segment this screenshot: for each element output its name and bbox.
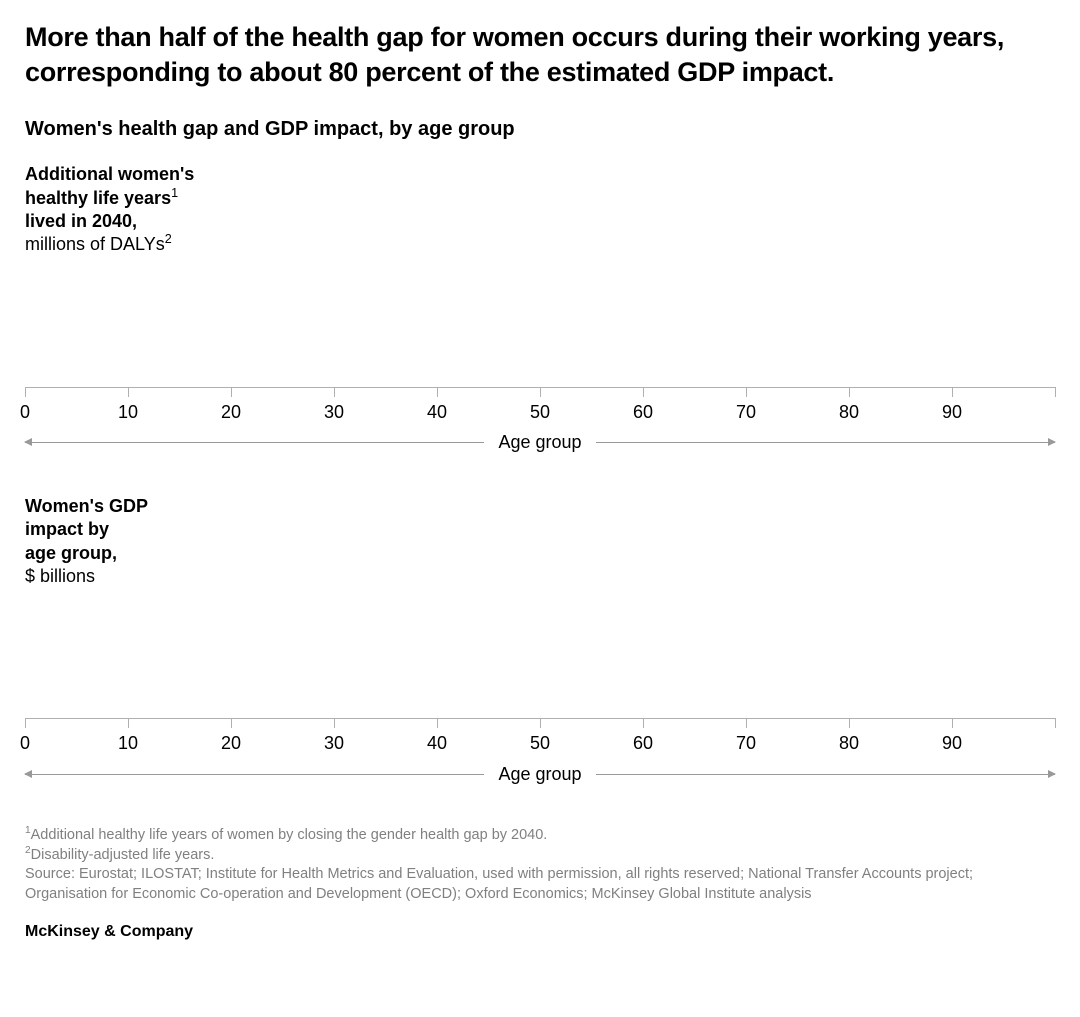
chart1-axis-label: Age group (484, 432, 595, 453)
chart2-tick-30: 30 (324, 733, 344, 754)
chart1-tick-40: 40 (427, 402, 447, 423)
chart1-label: Additional women's healthy life years1 l… (25, 163, 1055, 257)
chart-healthy-life-years: Additional women's healthy life years1 l… (25, 163, 1055, 455)
arrow-right-icon (596, 774, 1055, 775)
chart1-label-line3: lived in 2040, (25, 211, 137, 231)
brand-logo-text: McKinsey & Company (25, 923, 1055, 941)
chart1-tick-30: 30 (324, 402, 344, 423)
chart2-tick-50: 50 (530, 733, 550, 754)
chart1-tick-90: 90 (942, 402, 962, 423)
source-line: Source: Eurostat; ILOSTAT; Institute for… (25, 865, 1055, 904)
chart2-tick-10: 10 (118, 733, 138, 754)
chart1-tick-70: 70 (736, 402, 756, 423)
arrow-right-icon (596, 442, 1055, 443)
chart1-tick-50: 50 (530, 402, 550, 423)
chart1-tick-80: 80 (839, 402, 859, 423)
chart1-sup2: 2 (165, 232, 172, 246)
chart1-tick-10: 10 (118, 402, 138, 423)
chart2-label: Women's GDP impact by age group, $ billi… (25, 495, 1055, 589)
chart2-tick-70: 70 (736, 733, 756, 754)
chart1-label-unit: millions of DALYs (25, 234, 165, 254)
chart2-age-arrow: Age group (25, 762, 1055, 786)
subtitle: Women's health gap and GDP impact, by ag… (25, 118, 1055, 141)
chart2-label-line3: age group, (25, 543, 117, 563)
chart1-age-arrow: Age group (25, 431, 1055, 455)
chart2-tick-60: 60 (633, 733, 653, 754)
chart1-tick-60: 60 (633, 402, 653, 423)
chart1-tick-20: 20 (221, 402, 241, 423)
chart2-label-unit: $ billions (25, 566, 95, 586)
chart2-tick-40: 40 (427, 733, 447, 754)
chart1-axis: 0 10 20 30 40 50 60 70 80 90 Age group (25, 387, 1055, 455)
chart2-tick-20: 20 (221, 733, 241, 754)
chart1-axis-line: 0 10 20 30 40 50 60 70 80 90 (25, 387, 1055, 399)
chart2-label-line2: impact by (25, 519, 109, 539)
chart2-tick-90: 90 (942, 733, 962, 754)
chart1-sup1: 1 (171, 186, 178, 200)
footnote-2: 2Disability-adjusted life years. (25, 846, 1055, 866)
chart2-axis: 0 10 20 30 40 50 60 70 80 90 Age group (25, 718, 1055, 786)
main-title: More than half of the health gap for wom… (25, 20, 1055, 90)
footnote-1: 1Additional healthy life years of women … (25, 826, 1055, 846)
arrow-left-icon (25, 442, 484, 443)
chart2-axis-label: Age group (484, 764, 595, 785)
chart2-axis-line: 0 10 20 30 40 50 60 70 80 90 (25, 718, 1055, 730)
footnotes: 1Additional healthy life years of women … (25, 826, 1055, 904)
chart2-label-line1: Women's GDP (25, 496, 148, 516)
chart2-tick-80: 80 (839, 733, 859, 754)
chart2-tick-0: 0 (20, 733, 30, 754)
chart1-tick-0: 0 (20, 402, 30, 423)
chart1-label-line2: healthy life years (25, 188, 171, 208)
chart-gdp-impact: Women's GDP impact by age group, $ billi… (25, 495, 1055, 787)
arrow-left-icon (25, 774, 484, 775)
chart1-label-line1: Additional women's (25, 164, 194, 184)
